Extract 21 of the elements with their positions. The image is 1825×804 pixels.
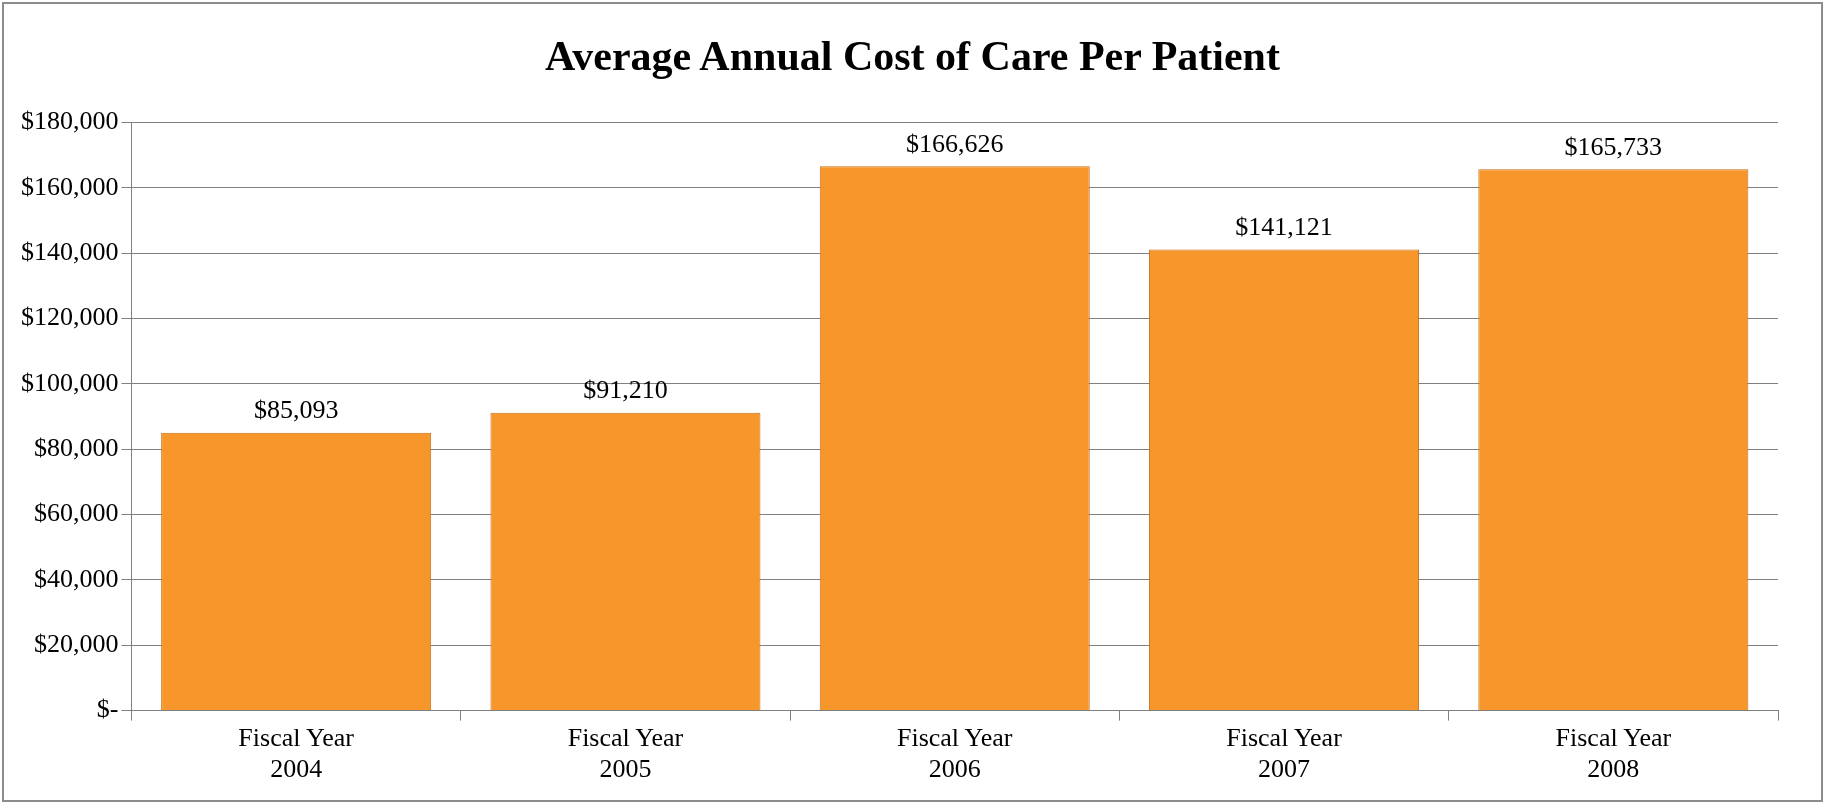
data-label: $85,093 [253, 395, 339, 425]
x-tick-label: Fiscal Year 2007 [1226, 723, 1343, 784]
y-tick-label: $60,000 [34, 498, 119, 528]
y-tick-label: $80,000 [34, 433, 119, 463]
data-label: $166,626 [906, 129, 1004, 159]
x-tick-label: Fiscal Year 2006 [896, 723, 1013, 784]
y-tick-label: $- [96, 694, 119, 724]
data-label: $165,733 [1564, 132, 1663, 162]
data-label: $91,210 [583, 375, 668, 405]
y-tick-label: $100,000 [21, 367, 119, 397]
y-tick-label: $180,000 [21, 106, 119, 136]
y-tick-label: $160,000 [21, 171, 119, 201]
data-label: $141,121 [1235, 212, 1333, 242]
y-tick-label: $40,000 [34, 563, 119, 593]
y-tick-label: $120,000 [21, 302, 119, 332]
y-tick-label: $20,000 [34, 629, 119, 659]
x-tick-label: Fiscal Year 2005 [567, 723, 684, 784]
x-tick-label: Fiscal Year 2004 [238, 723, 355, 784]
x-tick-label: Fiscal Year 2008 [1555, 723, 1672, 784]
chart-title: Average Annual Cost of Care Per Patient [544, 32, 1281, 80]
y-tick-label: $140,000 [21, 237, 119, 267]
